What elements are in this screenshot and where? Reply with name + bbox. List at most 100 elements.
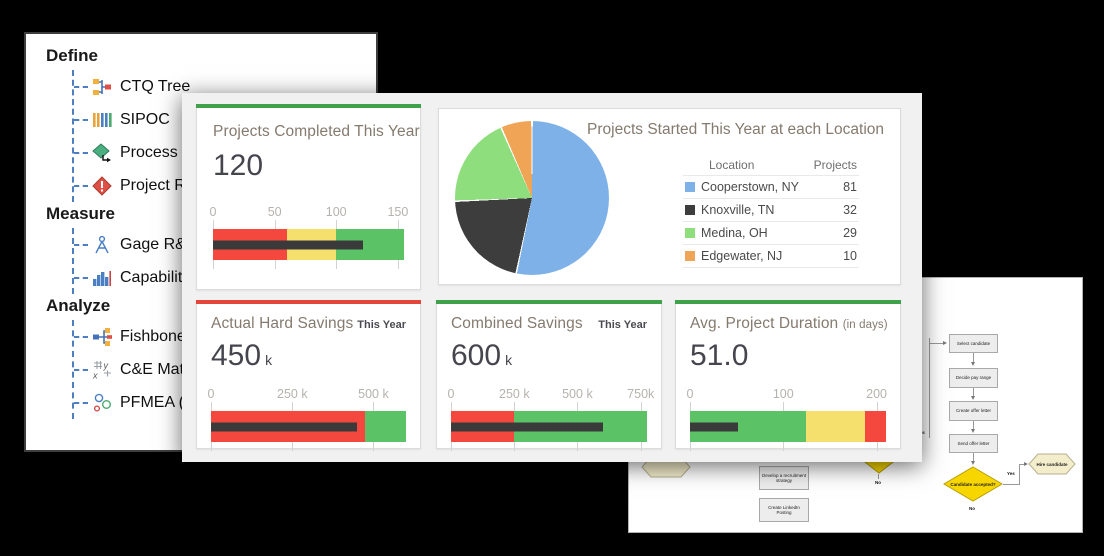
bullet-chart (211, 402, 406, 451)
tree-item-label: C&E Matrix (120, 360, 201, 378)
axis-tick-mark (213, 260, 214, 269)
kpi-value: 600 k (451, 339, 513, 372)
card-title: Projects Started This Year at each Locat… (587, 121, 884, 138)
kpi-card-projects-completed: Projects Completed This Year 120 0 50 100 1… (196, 104, 421, 290)
flowchart-connector (930, 343, 944, 344)
svg-text:y: y (103, 360, 109, 370)
arrowhead-icon (1024, 462, 1028, 466)
flowchart-no-label: No (969, 506, 975, 511)
kpi-value: 51.0 (690, 339, 749, 372)
tree-section-define: Define (46, 46, 98, 65)
flowchart-step[interactable]: Create LinkedIn Posting (759, 498, 809, 522)
tree-connector (74, 401, 88, 404)
tree-item-label: Fishbone (120, 327, 186, 345)
bullet-axis: 0 50 100 150 (210, 205, 409, 220)
legend-label: Knoxville, TN (701, 203, 775, 217)
legend-swatch (685, 182, 695, 192)
tree-connector (74, 276, 88, 279)
card-subtitle: This Year (598, 319, 647, 331)
card-accent-bar (436, 300, 662, 304)
tree-item-label: SIPOC (120, 110, 170, 128)
axis-tick-mark (213, 220, 214, 229)
flowchart-step[interactable]: Select candidate (949, 334, 998, 353)
kpi-card-actual-hard-savings: Actual Hard Savings This Year 450 k 0 250 … (196, 300, 421, 451)
axis-tick-label: 50 (267, 205, 282, 219)
axis-tick-label: 500 k (562, 387, 593, 401)
legend-label: Edgewater, NJ (701, 249, 783, 263)
kpi-value: 120 (213, 149, 264, 182)
dashboard-window[interactable]: Projects Completed This Year 120 0 50 100 1… (182, 93, 922, 462)
bullet-value-bar (451, 422, 603, 431)
legend-label: Medina, OH (701, 226, 768, 240)
bullet-chart (451, 402, 647, 451)
flowchart-step[interactable]: Decide pay range (949, 368, 998, 388)
legend-swatch (685, 251, 695, 261)
tree-item-c-e-matrix[interactable]: y x C&E Matrix (74, 353, 376, 386)
legend-row-knoxville-tn: Knoxville, TN 32 (683, 198, 859, 221)
flowchart-no-label: No (875, 480, 881, 485)
svg-text:Candidate accepted?: Candidate accepted? (950, 482, 996, 487)
arrowhead-icon (971, 429, 975, 433)
tree-section-analyze: Analyze (46, 296, 111, 315)
gage-rr-icon (92, 235, 112, 255)
axis-tick-label: 0 (207, 387, 215, 401)
axis-tick-mark (373, 402, 375, 411)
axis-tick-mark (336, 260, 338, 269)
capability-icon (92, 268, 112, 288)
pie-chart (455, 121, 609, 275)
legend-swatch (685, 205, 695, 215)
tree-connector (74, 243, 88, 246)
flowchart-connector (1019, 465, 1020, 485)
tree-item-sipoc[interactable]: SIPOC (74, 103, 376, 136)
axis-tick-mark (397, 260, 399, 269)
tree-section-items: Fishbone y x C&E Matrix PFMEA (FMEA) (72, 320, 376, 419)
axis-tick-label: 250 k (277, 387, 308, 401)
flowchart-connector (973, 421, 974, 431)
tree-section-measure: Measure (46, 204, 115, 223)
axis-tick-label: 100 (325, 205, 347, 219)
axis-tick-mark (451, 402, 452, 411)
bullet-range-zone (865, 411, 886, 442)
axis-tick-mark (274, 260, 276, 269)
flowchart-step[interactable]: Send offer letter (949, 434, 998, 453)
flowchart-decision[interactable]: Candidate accepted? (943, 466, 1003, 502)
tree-item-fishbone[interactable]: Fishbone (74, 320, 376, 353)
tree-item-label: CTQ Tree (120, 77, 191, 95)
bullet-value-bar (211, 422, 358, 431)
axis-tick-mark (690, 402, 691, 411)
legend-row-edgewater-nj: Edgewater, NJ 10 (683, 244, 859, 268)
legend-row-cooperstown-ny: Cooperstown, NY 81 (683, 175, 859, 198)
legend-header: Location Projects (709, 158, 857, 172)
axis-tick-mark (397, 220, 399, 229)
axis-tick-mark (211, 442, 212, 451)
tree-item-capability[interactable]: Capability (74, 261, 376, 294)
arrowhead-icon (971, 396, 975, 400)
legend-value: 32 (843, 203, 857, 217)
axis-tick-mark (577, 402, 579, 411)
card-title: Avg. Project Duration (in days) (690, 315, 888, 332)
axis-tick-mark (876, 402, 878, 411)
flowchart-step[interactable]: Develop a recruitment strategy (759, 466, 809, 490)
bullet-axis: 0 100 200 (687, 387, 887, 402)
axis-tick-mark (690, 442, 691, 451)
card-title: Actual Hard Savings (211, 315, 354, 332)
tree-item-ctq-tree[interactable]: CTQ Tree (74, 70, 376, 103)
flowchart-step[interactable]: Create offer letter (949, 401, 998, 421)
legend-value: 29 (843, 226, 857, 240)
tree-item-gage-r-r[interactable]: Gage R&R (74, 228, 376, 261)
tree-connector (74, 184, 88, 187)
axis-tick-mark (577, 442, 579, 451)
pfmea-icon (92, 393, 112, 413)
bullet-chart (213, 220, 404, 269)
axis-tick-mark (451, 442, 452, 451)
card-subtitle: This Year (357, 319, 406, 331)
flowchart-connector (1003, 484, 1019, 485)
flowchart-terminal[interactable]: Hire candidate (1028, 453, 1076, 475)
bullet-range-zone (365, 411, 406, 442)
flowchart-connector (973, 353, 974, 364)
tree-connector (74, 118, 88, 121)
axis-tick-label: 100 (772, 387, 794, 401)
axis-tick-mark (514, 442, 516, 451)
legend-row-medina-oh: Medina, OH 29 (683, 221, 859, 244)
